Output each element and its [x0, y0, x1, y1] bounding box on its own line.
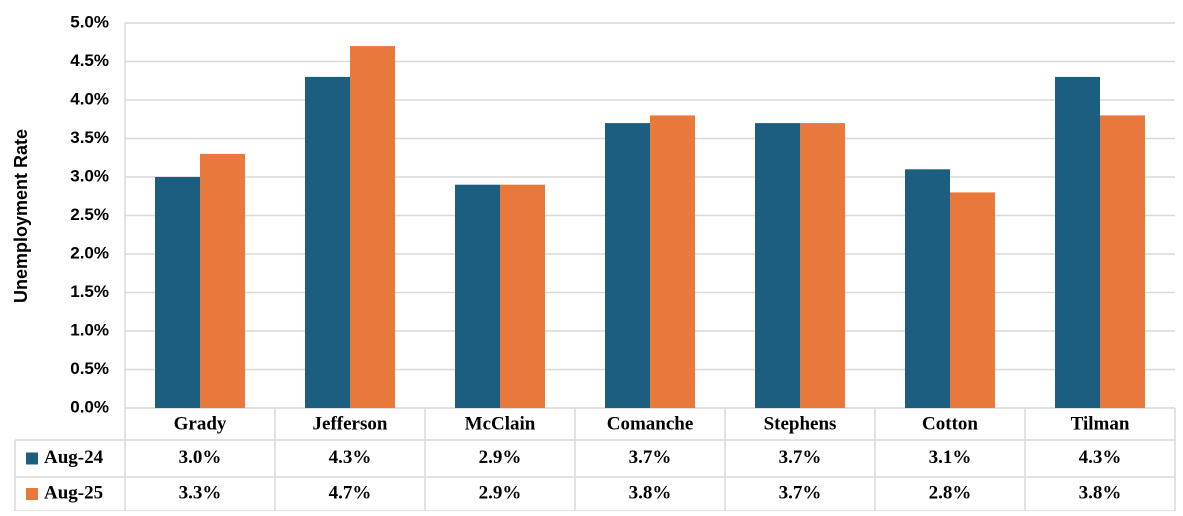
bar	[500, 184, 545, 408]
y-tick-label: 2.0%	[70, 243, 109, 262]
y-tick-label: 4.0%	[70, 89, 109, 108]
bar	[1055, 76, 1100, 409]
table-cell: 3.8%	[1079, 482, 1122, 503]
bar	[305, 76, 350, 409]
table-cell: 3.3%	[179, 482, 222, 503]
bar	[455, 184, 500, 408]
table-cell: 4.3%	[1079, 447, 1122, 468]
y-tick-label: 0.5%	[70, 359, 109, 378]
table-cell: 4.7%	[329, 482, 372, 503]
y-tick-label: 1.5%	[70, 282, 109, 301]
bar	[1100, 115, 1145, 409]
x-tick-label: Cotton	[922, 413, 978, 434]
y-tick-label: 3.5%	[70, 128, 109, 147]
bar	[800, 123, 845, 408]
table-cell: 3.7%	[779, 482, 822, 503]
x-tick-label: McClain	[465, 413, 536, 434]
bar	[905, 169, 950, 408]
x-tick-label: Stephens	[764, 413, 837, 434]
y-tick-label: 1.0%	[70, 320, 109, 339]
legend-swatch	[26, 452, 38, 465]
x-tick-label: Grady	[174, 413, 227, 434]
bar	[650, 115, 695, 409]
y-tick-label: 0.0%	[70, 397, 109, 416]
bar	[350, 46, 395, 408]
table-cell: 4.3%	[329, 447, 372, 468]
y-tick-label: 2.5%	[70, 205, 109, 224]
bar	[200, 153, 245, 408]
y-axis-title: Unemployment Rate	[11, 129, 31, 303]
bar	[605, 123, 650, 408]
bar	[950, 192, 995, 408]
table-cell: 3.8%	[629, 482, 672, 503]
y-tick-label: 4.5%	[70, 51, 109, 70]
y-tick-label: 5.0%	[70, 12, 109, 31]
x-tick-label: Tilman	[1071, 413, 1130, 434]
table-cell: 3.1%	[929, 447, 972, 468]
table-cell: 2.9%	[479, 482, 522, 503]
table-cell: 2.9%	[479, 447, 522, 468]
x-tick-label: Comanche	[607, 413, 694, 434]
y-tick-label: 3.0%	[70, 166, 109, 185]
bar	[155, 177, 200, 408]
table-cell: 2.8%	[929, 482, 972, 503]
legend-swatch	[26, 488, 38, 500]
legend-label: Aug-24	[44, 447, 104, 468]
bar	[755, 123, 800, 408]
table-cell: 3.7%	[629, 447, 672, 468]
table-cell: 3.0%	[179, 447, 222, 468]
legend-label: Aug-25	[44, 482, 103, 503]
table-cell: 3.7%	[779, 447, 822, 468]
x-tick-label: Jefferson	[313, 413, 388, 434]
